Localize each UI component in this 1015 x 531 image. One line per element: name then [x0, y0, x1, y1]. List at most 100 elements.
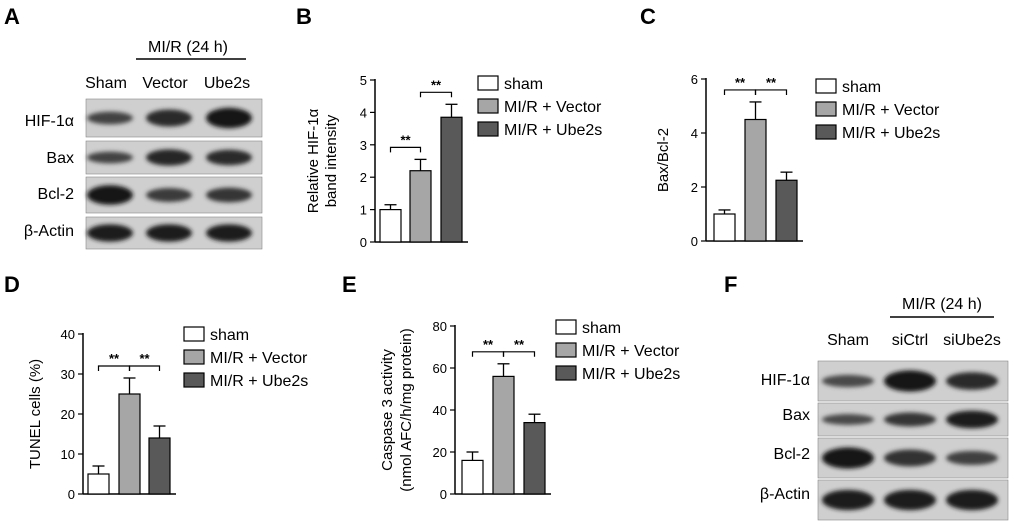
panel-e-y-axis-label: Caspase 3 activity [379, 349, 396, 471]
panel-f-group-header: MI/R (24 h) [902, 296, 982, 313]
panel-f-label: F [724, 272, 737, 297]
panel-b-y-tick-label: 2 [360, 170, 367, 185]
panel-c-y-tick-label: 4 [691, 126, 698, 141]
panel-a-lane-ube2s: Ube2s [204, 75, 250, 92]
panel-f-band [822, 374, 874, 388]
panel-a-band [206, 107, 252, 129]
panel-b-label: B [296, 4, 312, 29]
panel-e-sig-bracket-2 [502, 351, 536, 357]
legend-swatch-vector [477, 98, 499, 114]
panel-a-band [146, 109, 192, 127]
panel-d-sig-bracket-2 [128, 365, 161, 371]
panel-c-y-tick-label: 2 [691, 180, 698, 195]
panel-f-lane-sham: Sham [827, 332, 869, 349]
panel-e-y-tick-label: 40 [433, 403, 447, 418]
panel-b-y-tick-label: 0 [360, 235, 367, 250]
panel-e-sig-label-1: ** [483, 337, 494, 352]
panel-f-band [946, 372, 998, 390]
panel-d-y-axis-label: TUNEL cells (%) [27, 359, 44, 469]
panel-e-bar-3 [523, 422, 546, 495]
panel-f-band [946, 451, 998, 465]
panel-c-chart: 0 2 4 6 Bax/Bcl-2 ** ** [655, 72, 803, 249]
panel-d-sig-bracket-1 [97, 365, 131, 371]
panel-a-band [146, 149, 192, 166]
panel-f-band [946, 489, 998, 511]
panel-b-sig-bracket-2 [419, 91, 453, 98]
panel-b-y-axis-label: band intensity [323, 114, 340, 207]
panel-b: B 0 1 2 3 4 5 Relative HIF-1α band intensity ** *… [296, 4, 602, 250]
panel-d-sig-label-1: ** [109, 351, 120, 366]
panel-d-y-tick-label: 40 [61, 327, 75, 342]
panel-a-band [87, 151, 133, 164]
panel-d-label: D [4, 272, 20, 297]
panel-f-band [946, 410, 998, 429]
legend-swatch-ube2s [555, 365, 577, 381]
legend-label-sham: sham [504, 76, 543, 93]
panel-a-blot [85, 98, 263, 250]
legend-swatch-ube2s [477, 121, 499, 137]
panel-e-y-tick-label: 60 [433, 361, 447, 376]
panel-c-y-axis-label: Bax/Bcl-2 [655, 128, 672, 192]
panel-f-row-bcl2: Bcl-2 [774, 446, 811, 463]
panel-b-bar-2 [409, 170, 432, 243]
legend-label-sham: sham [210, 327, 249, 344]
panel-b-sig-bracket-1 [389, 146, 422, 153]
panel-e-bar-1 [461, 459, 484, 495]
panel-e-y-tick-label: 0 [440, 487, 447, 502]
panel-c-label: C [640, 4, 656, 29]
legend-label-ube2s: MI/R + Ube2s [842, 125, 940, 142]
legend-swatch-sham [815, 78, 837, 94]
panel-e-y-tick-label: 20 [433, 445, 447, 460]
panel-a-row-bcl2: Bcl-2 [38, 186, 75, 203]
panel-f-band [884, 489, 936, 511]
legend-swatch-sham [183, 326, 205, 342]
panel-c-bar-3 [775, 179, 798, 242]
legend-swatch-ube2s [183, 372, 205, 388]
panel-a-band [87, 111, 133, 125]
panel-c-y-tick-label: 6 [691, 72, 698, 87]
panel-b-sig-label-2: ** [431, 77, 442, 92]
legend-swatch-vector [183, 349, 205, 365]
panel-c-sig-bracket-1 [723, 89, 757, 95]
panel-a-band [146, 224, 192, 242]
panel-f-band [822, 414, 874, 425]
panel-c-bar-1 [713, 213, 736, 242]
panel-a-group-header: MI/R (24 h) [148, 39, 228, 56]
legend-label-ube2s: MI/R + Ube2s [504, 122, 602, 139]
panel-a-band [206, 224, 252, 242]
panel-a-row-actin: β-Actin [24, 223, 74, 240]
legend-label-ube2s: MI/R + Ube2s [210, 373, 308, 390]
panel-d-bar-1 [87, 473, 110, 495]
panel-f-row-hif1a: HIF-1α [761, 372, 810, 389]
panel-e-legend: sham MI/R + Vector MI/R + Ube2s [555, 319, 680, 383]
legend-label-ube2s: MI/R + Ube2s [582, 366, 680, 383]
panel-f-row-bax: Bax [782, 407, 810, 424]
legend-swatch-sham [477, 75, 499, 91]
panel-c-sig-label-1: ** [735, 75, 746, 90]
panel-d-y-tick-label: 0 [68, 487, 75, 502]
panel-d-y-tick-label: 30 [61, 367, 75, 382]
panel-f-blot [817, 360, 1009, 521]
panel-a-band [206, 187, 252, 203]
panel-c-bar-2 [744, 118, 767, 242]
panel-f-lane-siube2s: siUbe2s [943, 332, 1001, 349]
panel-c-sig-label-2: ** [766, 75, 777, 90]
panel-f-band [884, 370, 936, 392]
panel-c-legend: sham MI/R + Vector MI/R + Ube2s [815, 78, 940, 142]
panel-e-bar-2 [492, 375, 515, 495]
panel-a-band [146, 188, 192, 202]
legend-swatch-sham [555, 319, 577, 335]
panel-d-chart: 0 10 20 30 40 TUNEL cells (%) ** ** [27, 327, 176, 502]
legend-label-vector: MI/R + Vector [210, 350, 308, 367]
panel-f: F MI/R (24 h) Sham siCtrl siUbe2s HIF-1α… [724, 272, 1009, 521]
panel-e-y-tick-label: 80 [433, 319, 447, 334]
panel-a-lane-vector: Vector [142, 75, 188, 92]
legend-label-sham: sham [582, 320, 621, 337]
panel-c-sig-bracket-2 [754, 89, 788, 95]
panel-e-y-axis-label: (nmol AFC/h/mg protein) [398, 328, 415, 491]
panel-a-row-hif1a: HIF-1α [25, 113, 74, 130]
panel-b-legend: sham MI/R + Vector MI/R + Ube2s [477, 75, 602, 139]
panel-a: A MI/R (24 h) Sham Vector Ube2s HIF-1α B… [4, 4, 263, 250]
panel-a-lane-sham: Sham [85, 75, 127, 92]
